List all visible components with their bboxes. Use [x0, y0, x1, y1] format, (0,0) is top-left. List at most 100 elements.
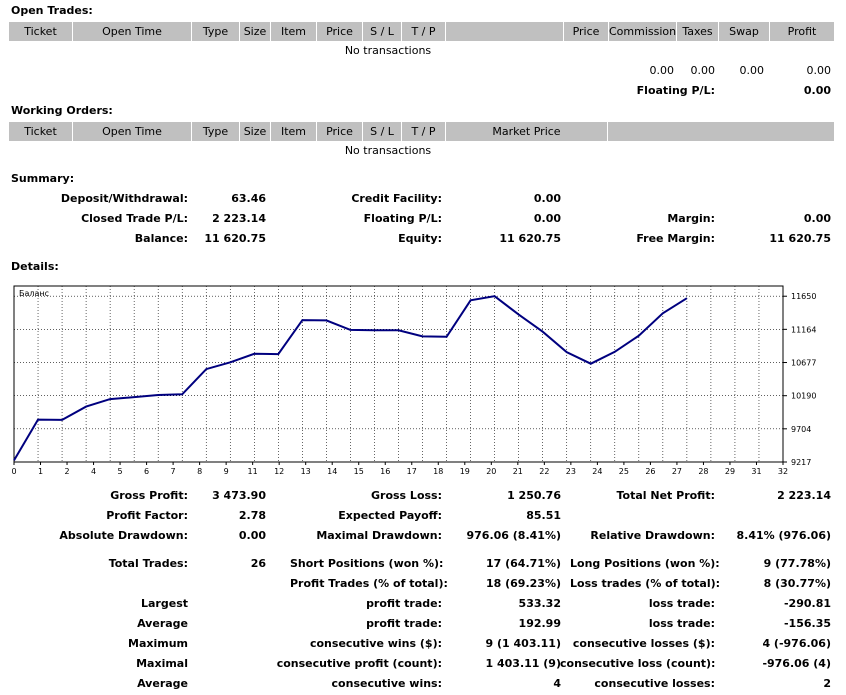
largest-profit-label: profit trade:: [366, 597, 442, 610]
short-positions-value: 17 (64.71%): [485, 557, 561, 570]
x-tick-label: 9: [224, 467, 229, 476]
x-axis: 0 1 2 4 5 6 7 8 9 11 12 13 14 15 16 17 18 19 20 21 22 23 24 25 2…: [11, 462, 788, 476]
x-tick-label: 32: [778, 467, 788, 476]
col-profit[interactable]: Profit: [787, 25, 817, 38]
open-trades-header: Ticket Open Time Type Size Item Price S …: [9, 22, 834, 41]
col-ticket[interactable]: Ticket: [9, 122, 73, 141]
long-positions-label: Long Positions (won %):: [570, 557, 720, 570]
total-commission: 0.00: [649, 64, 675, 77]
col-type[interactable]: Type: [192, 122, 240, 141]
col-price[interactable]: Price: [317, 22, 363, 41]
open-trades-title: Open Trades:: [11, 4, 93, 17]
absolute-drawdown-label: Absolute Drawdown:: [59, 529, 188, 542]
free-margin-label: Free Margin:: [636, 232, 715, 245]
y-tick-label: 9704: [791, 425, 811, 434]
x-tick-label: 23: [566, 467, 576, 476]
col-open-time[interactable]: Open Time: [73, 122, 192, 141]
summary-title: Summary:: [11, 172, 75, 185]
expected-payoff-label: Expected Payoff:: [338, 509, 442, 522]
balance-series-line: [13, 295, 688, 461]
average-label: Average: [137, 617, 188, 630]
grid: [13, 286, 784, 463]
profit-factor-label: Profit Factor:: [106, 509, 188, 522]
summary-floating-value: 0.00: [533, 212, 561, 225]
maximal-consecutive-loss-value: -976.06 (4): [762, 657, 831, 670]
x-tick-label: 1: [38, 467, 43, 476]
col-ticket[interactable]: Ticket: [9, 22, 73, 41]
col-taxes[interactable]: Taxes: [677, 22, 719, 41]
col-commission[interactable]: Commission: [609, 22, 677, 41]
relative-drawdown-label: Relative Drawdown:: [590, 529, 715, 542]
equity-value: 11 620.75: [499, 232, 561, 245]
col-size[interactable]: Size: [240, 22, 271, 41]
max-consecutive-losses-label: consecutive losses ($):: [572, 637, 715, 650]
col-type[interactable]: Type: [192, 22, 240, 41]
short-positions-label: Short Positions (won %):: [290, 557, 444, 570]
col-swap[interactable]: Swap: [719, 22, 770, 41]
col-sl[interactable]: S / L: [363, 122, 402, 141]
col-open-time[interactable]: Open Time: [73, 22, 192, 41]
total-profit: 0.00: [806, 64, 832, 77]
credit-label: Credit Facility:: [351, 192, 442, 205]
maximum-label: Maximum: [128, 637, 188, 650]
long-positions-value: 9 (77.78%): [763, 557, 831, 570]
average-loss-value: -156.35: [783, 617, 831, 630]
summary-floating-label: Floating P/L:: [363, 212, 442, 225]
x-tick-label: 22: [539, 467, 549, 476]
col-tp[interactable]: T / P: [402, 22, 446, 41]
open-trades-empty: No transactions: [344, 44, 432, 57]
col-sl[interactable]: S / L: [363, 22, 402, 41]
col-blank[interactable]: [446, 22, 564, 41]
col-price[interactable]: Price: [317, 122, 363, 141]
x-tick-label: 20: [486, 467, 496, 476]
col-tp[interactable]: T / P: [402, 122, 446, 141]
closed-pl-value: 2 223.14: [212, 212, 266, 225]
deposit-value: 63.46: [231, 192, 266, 205]
working-orders-title: Working Orders:: [11, 104, 113, 117]
x-tick-label: 2: [64, 467, 69, 476]
col-item[interactable]: Item: [271, 122, 317, 141]
total-trades-value: 26: [250, 557, 266, 570]
largest-loss-label: loss trade:: [648, 597, 715, 610]
x-tick-label: 7: [171, 467, 176, 476]
col-blank[interactable]: [608, 122, 834, 141]
x-tick-label: 5: [118, 467, 123, 476]
col-close-price[interactable]: Price: [564, 22, 609, 41]
col-market-price[interactable]: Market Price: [446, 122, 608, 141]
maximal-consecutive-profit-label: consecutive profit (count):: [276, 657, 442, 670]
largest-profit-value: 533.32: [518, 597, 561, 610]
x-tick-label: 4: [91, 467, 96, 476]
relative-drawdown-value: 8.41% (976.06): [736, 529, 832, 542]
x-tick-label: 13: [301, 467, 311, 476]
average-profit-label: profit trade:: [366, 617, 442, 630]
x-tick-label: 21: [513, 467, 523, 476]
margin-label: Margin:: [667, 212, 715, 225]
y-tick-label: 10190: [791, 392, 816, 401]
equity-label: Equity:: [398, 232, 442, 245]
col-item[interactable]: Item: [271, 22, 317, 41]
gross-profit-value: 3 473.90: [212, 489, 266, 502]
x-tick-label: 11: [248, 467, 258, 476]
y-tick-label: 11164: [791, 325, 816, 334]
x-tick-label: 25: [619, 467, 629, 476]
avg-consecutive-losses-label: consecutive losses:: [594, 677, 715, 690]
x-tick-label: 24: [592, 467, 602, 476]
average-consecutive-label: Average: [137, 677, 188, 690]
x-tick-label: 29: [725, 467, 735, 476]
working-orders-header: Ticket Open Time Type Size Item Price S …: [9, 122, 834, 141]
x-tick-label: 6: [144, 467, 149, 476]
x-tick-label: 15: [354, 467, 364, 476]
expected-payoff-value: 85.51: [526, 509, 561, 522]
x-tick-label: 0: [11, 467, 16, 476]
chart-title: Баланс: [19, 289, 49, 298]
profit-factor-value: 2.78: [238, 509, 266, 522]
maximal-consecutive-profit-value: 1 403.11 (9): [485, 657, 561, 670]
col-size[interactable]: Size: [240, 122, 271, 141]
x-tick-label: 16: [380, 467, 390, 476]
x-tick-label: 28: [698, 467, 708, 476]
max-consecutive-wins-value: 9 (1 403.11): [485, 637, 561, 650]
margin-value: 0.00: [803, 212, 831, 225]
y-axis: 9217 9704 10190 10677 11164 11650: [783, 292, 816, 467]
total-swap: 0.00: [739, 64, 765, 77]
closed-pl-label: Closed Trade P/L:: [81, 212, 188, 225]
